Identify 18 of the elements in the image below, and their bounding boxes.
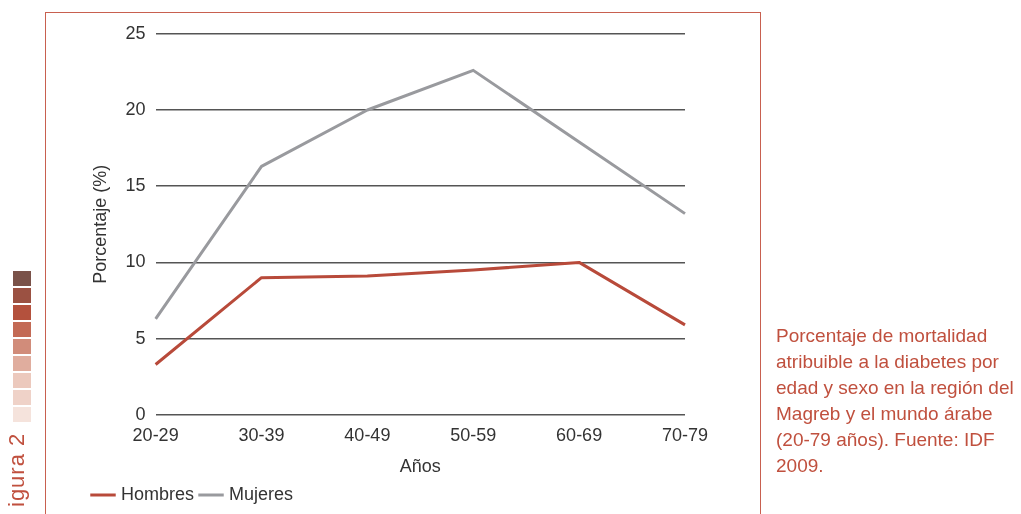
- x-tick-label: 60-69: [556, 424, 603, 445]
- x-tick-label: 40-49: [344, 424, 391, 445]
- x-tick-label: 70-79: [661, 424, 709, 445]
- y-axis-title: Porcentaje (%): [89, 164, 110, 284]
- y-tick-label: 5: [135, 327, 146, 348]
- y-tick-label: 0: [135, 403, 146, 424]
- y-tick-label: 20: [125, 98, 146, 119]
- text: igura 2: [4, 432, 30, 507]
- legend-label: Mujeres: [229, 483, 294, 504]
- x-tick-label: 30-39: [238, 424, 285, 445]
- y-tick-label: 25: [125, 22, 146, 43]
- text: Porcentaje de mortalidad atribuible a la diabetes por edad y sexo en la región del Magreb y el mundo árabe (20-79 años). Fuente: IDF 2009.: [776, 324, 1015, 478]
- y-tick-label: 10: [125, 251, 146, 272]
- legend-label: Hombres: [121, 483, 195, 504]
- y-tick-label: 15: [125, 175, 146, 196]
- x-axis-title: Años: [399, 456, 441, 477]
- x-tick-label: 20-29: [132, 424, 179, 445]
- x-tick-label: 50-59: [450, 424, 497, 445]
